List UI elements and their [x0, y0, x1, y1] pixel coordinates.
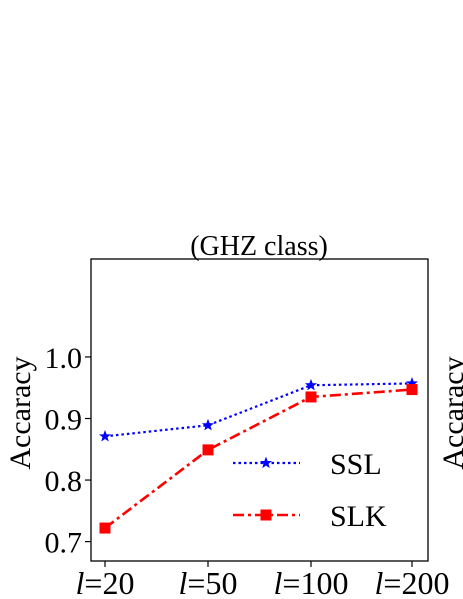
y-tick-label: 0.7 — [45, 527, 83, 560]
data-point-ssl — [201, 418, 215, 431]
x-tick-label: l=200 — [375, 565, 450, 599]
series-line-ssl — [104, 382, 413, 438]
x-tick-label: l=50 — [179, 565, 238, 599]
legend: SSL SLK — [233, 448, 387, 533]
series-line-slk — [104, 388, 413, 530]
x-tick-label: l=100 — [274, 565, 349, 599]
series-layer — [98, 377, 419, 534]
chart-title: (GHZ class) — [190, 231, 328, 262]
data-point-slk — [202, 444, 214, 456]
legend-label-ssl: SSL — [330, 448, 382, 481]
x-ticks: l=20 l=50 l=100 l=200 — [76, 561, 450, 599]
legend-marker-ssl — [259, 456, 273, 469]
data-point-slk — [305, 391, 317, 403]
y-tick-label: 0.8 — [45, 465, 83, 498]
y-ticks: 0.7 0.8 0.9 1.0 — [45, 342, 91, 560]
y-tick-label: 1.0 — [45, 342, 83, 375]
neighbor-y-axis-label: Accaracy — [437, 356, 463, 469]
plot-area-frame — [90, 258, 429, 562]
y-tick-label: 0.9 — [45, 404, 83, 437]
x-tick-label: l=20 — [76, 565, 135, 599]
data-point-slk — [99, 522, 111, 534]
legend-marker-slk — [260, 509, 272, 521]
data-point-slk — [406, 384, 418, 396]
y-axis-label: Accaracy — [4, 356, 37, 469]
data-point-ssl — [304, 378, 318, 391]
data-point-ssl — [98, 429, 112, 442]
legend-label-slk: SLK — [330, 500, 387, 533]
